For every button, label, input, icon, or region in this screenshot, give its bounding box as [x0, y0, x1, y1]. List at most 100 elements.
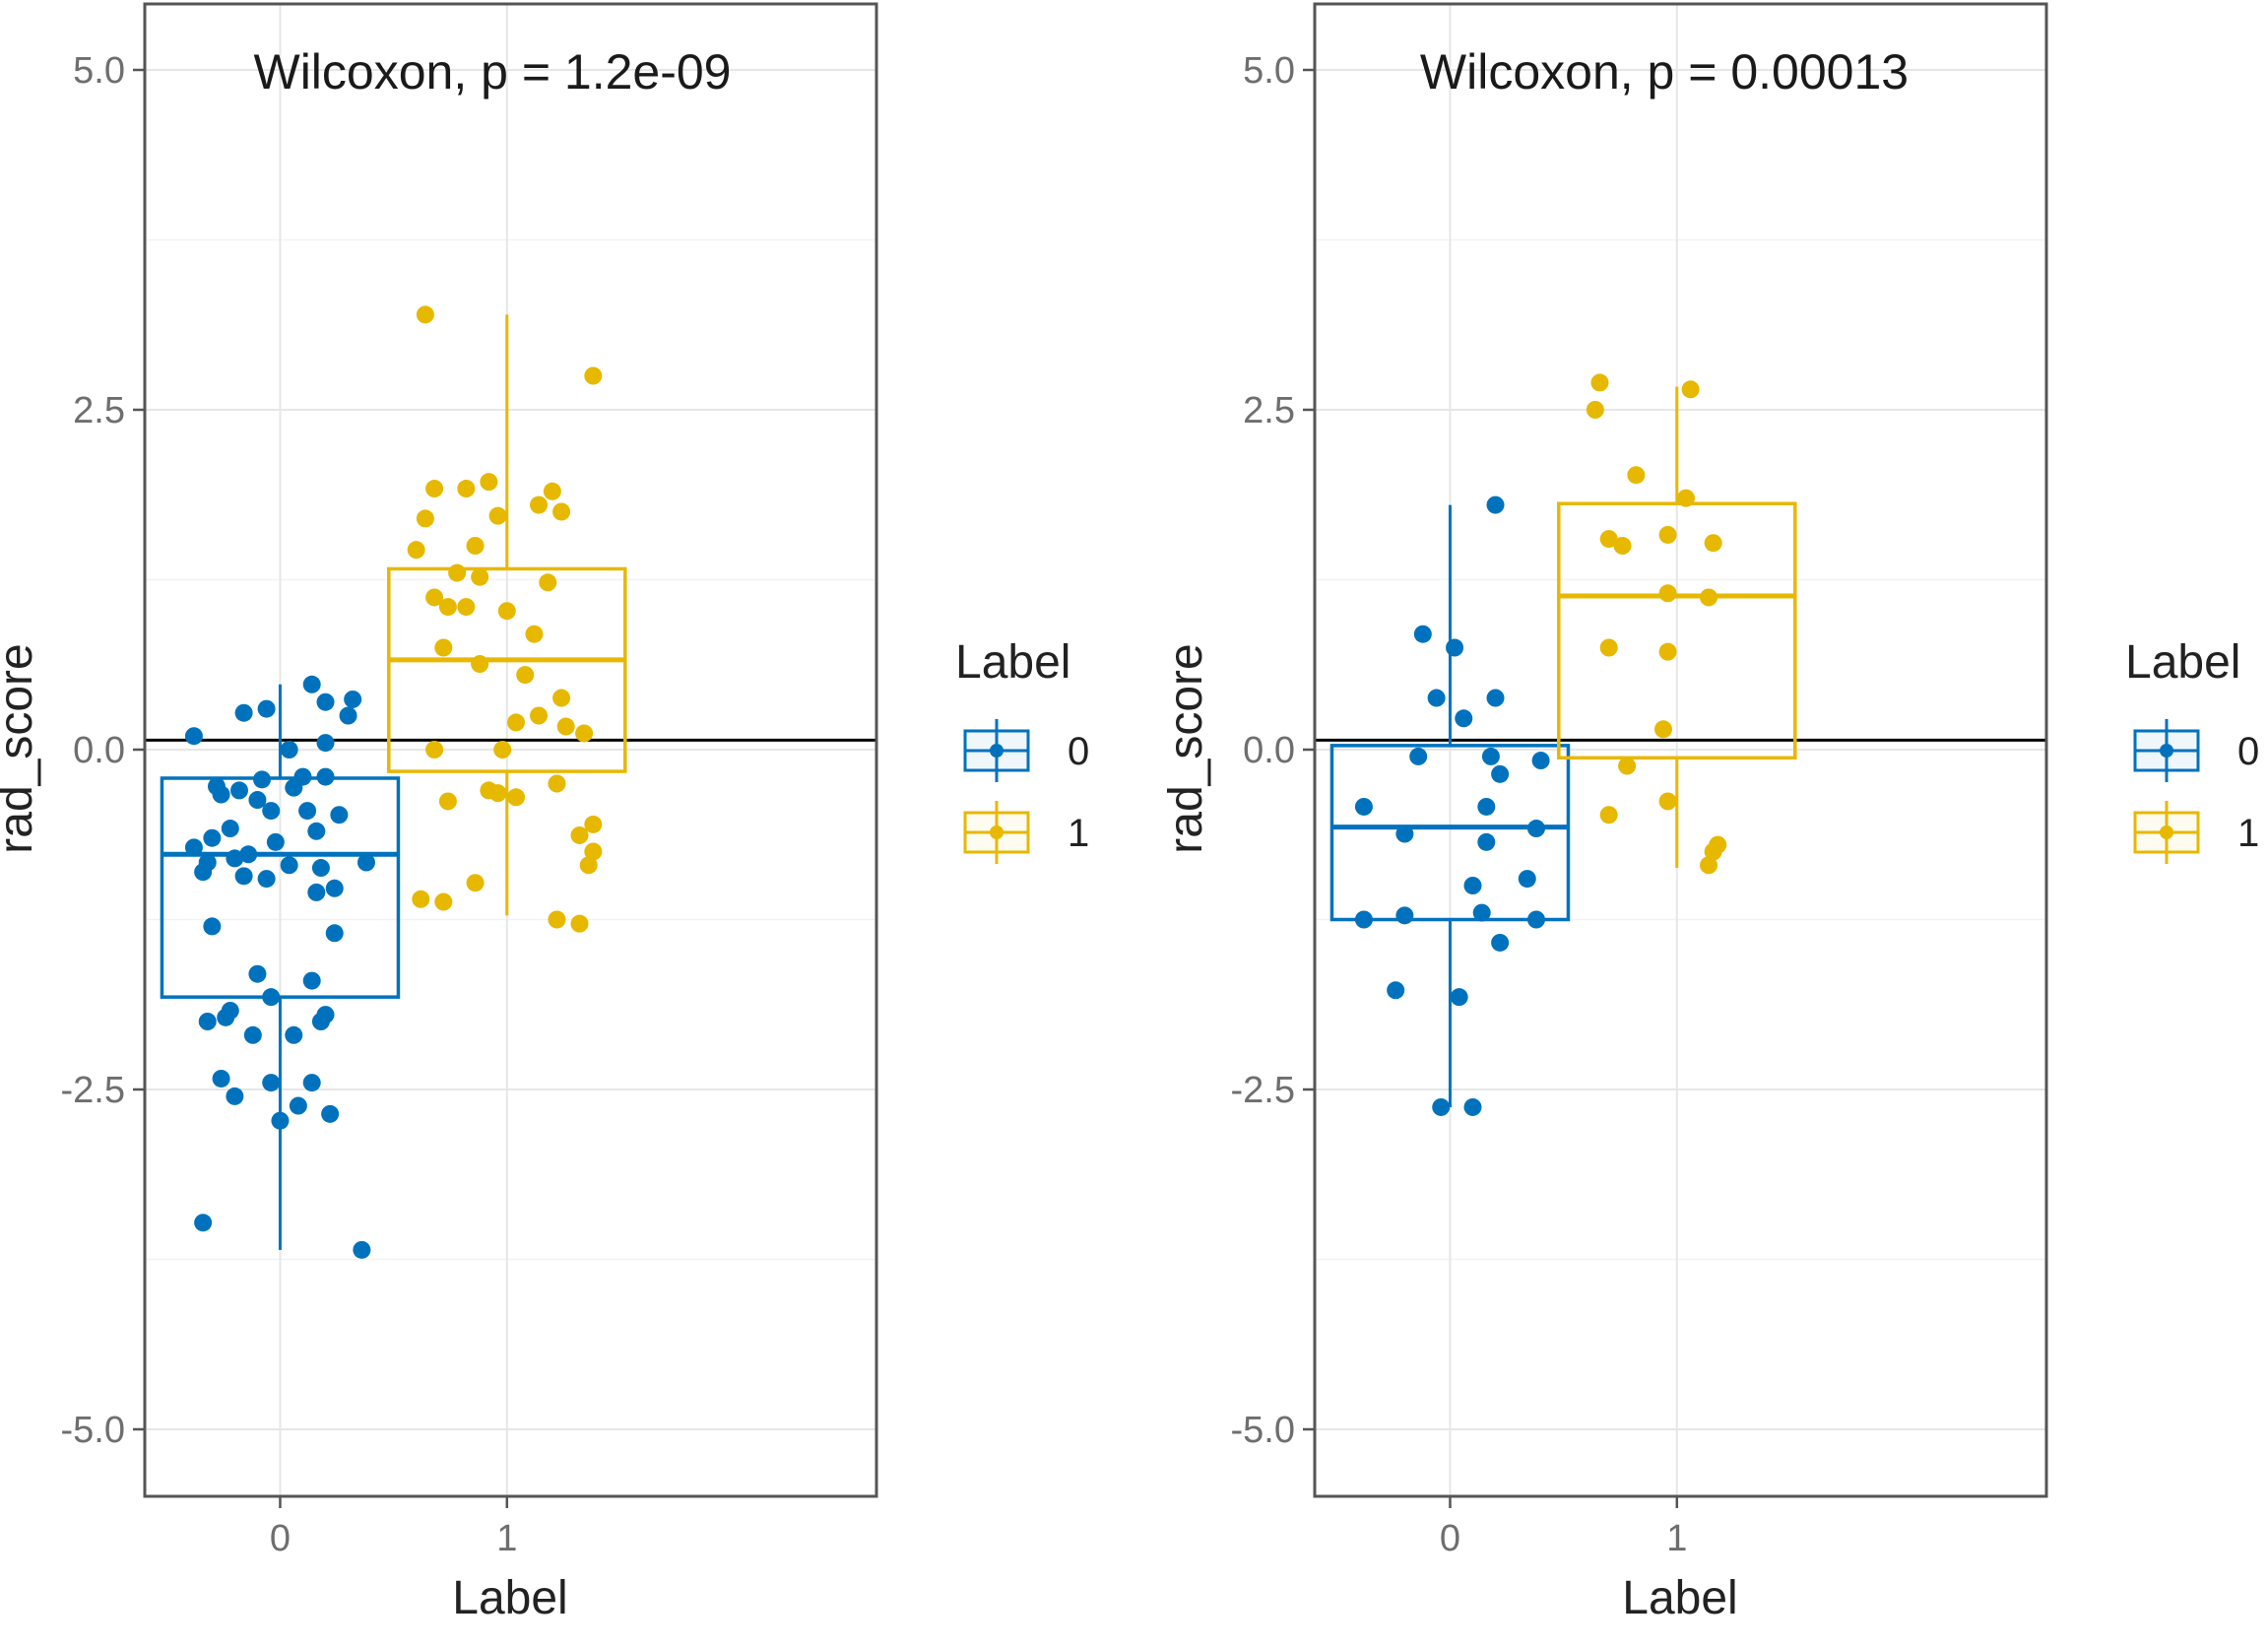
data-point — [1681, 380, 1700, 399]
data-point — [1658, 525, 1677, 544]
data-point — [316, 767, 335, 786]
data-point — [248, 964, 267, 983]
data-point — [1491, 933, 1510, 952]
data-point — [1618, 757, 1637, 775]
data-point — [416, 509, 434, 528]
data-point — [1627, 466, 1646, 485]
data-point — [543, 482, 561, 500]
box-iqr — [160, 776, 401, 999]
data-point — [229, 781, 248, 800]
legend-key-point — [2160, 825, 2173, 839]
y-tick-label: 2.5 — [73, 390, 125, 431]
data-point — [579, 856, 598, 875]
data-point — [1526, 820, 1545, 838]
legend-label-0: 0 — [1068, 730, 1089, 773]
data-point — [1653, 720, 1672, 739]
data-point — [1486, 689, 1505, 707]
data-point — [493, 741, 512, 759]
data-point — [1704, 842, 1722, 861]
panel-1-points — [184, 305, 603, 1259]
data-point — [516, 666, 535, 685]
y-tick-label: -2.5 — [1231, 1070, 1295, 1111]
data-point — [1446, 638, 1464, 657]
data-point — [221, 820, 239, 838]
data-point — [1658, 584, 1677, 603]
data-point — [1491, 764, 1510, 783]
data-point — [262, 802, 281, 821]
box-iqr — [1557, 501, 1797, 760]
box-iqr — [1329, 744, 1571, 922]
legend-key-point — [990, 825, 1004, 839]
data-point — [1700, 856, 1718, 875]
x-tick-label: 0 — [1440, 1518, 1460, 1559]
data-point — [344, 690, 362, 708]
legend-key-point — [2160, 744, 2173, 758]
data-point — [1599, 806, 1618, 824]
data-point — [407, 541, 425, 560]
data-point — [1586, 401, 1604, 419]
legend-label-1: 1 — [2237, 812, 2259, 855]
data-point — [466, 874, 485, 892]
data-point — [316, 693, 335, 711]
data-point — [466, 537, 485, 555]
data-point — [203, 917, 222, 936]
data-point — [243, 1025, 262, 1044]
data-point — [330, 806, 349, 824]
data-point — [257, 870, 276, 889]
y-tick-label: 5.0 — [1243, 50, 1295, 92]
box-iqr — [387, 566, 627, 773]
data-point — [325, 879, 344, 897]
data-point — [1463, 877, 1482, 894]
data-point — [548, 910, 566, 929]
data-point — [584, 842, 603, 861]
data-point — [471, 655, 489, 674]
data-point — [570, 825, 589, 844]
data-point — [1704, 534, 1722, 553]
data-point — [575, 724, 594, 743]
data-point — [438, 792, 457, 811]
data-point — [548, 774, 566, 793]
data-point — [1590, 373, 1609, 392]
data-point — [457, 598, 476, 617]
data-point — [530, 495, 549, 514]
data-point — [471, 567, 489, 586]
y-tick-label: 0.0 — [73, 730, 125, 771]
data-point — [353, 1240, 371, 1259]
data-point — [425, 588, 444, 607]
y-tick-label: -5.0 — [61, 1410, 125, 1451]
data-point — [1613, 537, 1632, 555]
panel-2-legend: Label 0 1 — [2125, 636, 2259, 864]
data-point — [1599, 638, 1618, 657]
panel-1-legend: Label 0 1 — [955, 636, 1089, 864]
data-point — [584, 815, 603, 833]
data-point — [412, 890, 430, 908]
data-point — [262, 1074, 281, 1092]
data-point — [1486, 495, 1505, 514]
data-point — [302, 1074, 321, 1092]
data-point — [194, 1214, 213, 1232]
data-point — [1409, 747, 1428, 765]
data-point — [289, 1096, 307, 1115]
data-point — [425, 480, 444, 498]
data-point — [1526, 910, 1545, 929]
y-tick-label: -5.0 — [1231, 1410, 1295, 1451]
panel-1-y-axis-title: rad_score — [0, 643, 42, 853]
data-point — [321, 1104, 340, 1123]
data-point — [539, 573, 557, 592]
data-point — [1395, 906, 1414, 925]
data-point — [434, 638, 453, 657]
panel-1-y-ticks: 5.0 2.5 0.0 -2.5 -5.0 — [61, 50, 145, 1451]
data-point — [307, 822, 326, 840]
data-point — [1427, 689, 1446, 707]
panel-2-boxes — [1329, 386, 1797, 1107]
data-point — [184, 727, 203, 746]
panel-2-x-axis-title: Label — [1622, 1572, 1737, 1624]
data-point — [1481, 747, 1500, 765]
data-point — [226, 1087, 244, 1105]
data-point — [248, 791, 267, 810]
